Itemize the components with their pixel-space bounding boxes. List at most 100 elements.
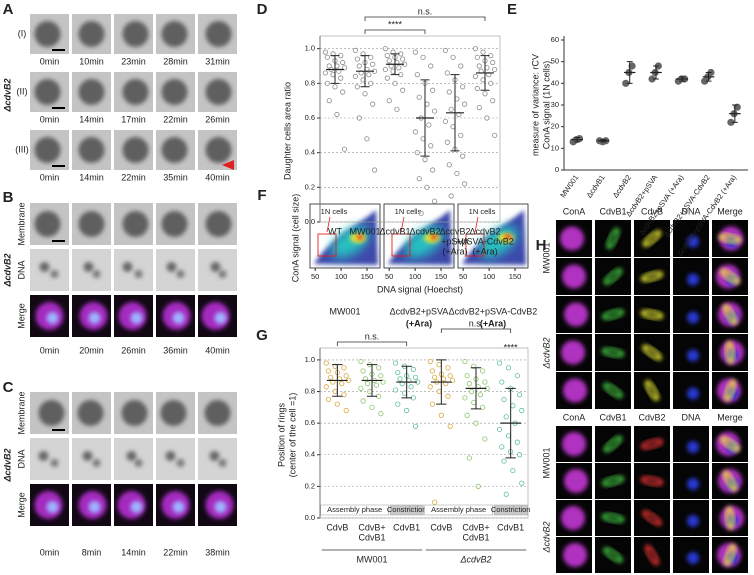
group-label: MW001 bbox=[541, 242, 551, 273]
panel-label: G bbox=[256, 327, 268, 344]
data-point bbox=[482, 91, 488, 97]
image-tile bbox=[198, 249, 237, 291]
ring bbox=[720, 436, 740, 452]
image-tile bbox=[156, 14, 195, 54]
image-tile bbox=[634, 258, 670, 295]
time-label: 10min bbox=[79, 56, 104, 66]
y-tick-label: 0.8 bbox=[305, 387, 315, 396]
data-point bbox=[382, 66, 388, 73]
dna-spot bbox=[214, 501, 227, 513]
ring bbox=[603, 268, 623, 285]
data-point bbox=[373, 382, 380, 388]
error-bar bbox=[360, 55, 370, 88]
data-point bbox=[475, 483, 481, 489]
data-point bbox=[334, 111, 340, 118]
bracket bbox=[336, 341, 408, 346]
x-tick-label: ΔcdvB2 bbox=[469, 226, 500, 236]
x-tick-label: (+Ara) bbox=[442, 246, 467, 256]
panel-label: H bbox=[536, 237, 547, 254]
error-bar bbox=[731, 104, 738, 123]
image-tile bbox=[198, 484, 237, 526]
significance: **** bbox=[388, 19, 403, 29]
x-tick-label: 150 bbox=[509, 272, 522, 281]
time-label: 28min bbox=[163, 56, 188, 66]
data-point bbox=[412, 423, 419, 429]
image-tile bbox=[634, 463, 670, 499]
ring bbox=[724, 544, 736, 566]
tile-bg bbox=[634, 463, 670, 499]
time-label: 31min bbox=[205, 56, 230, 66]
time-label: 40min bbox=[205, 172, 230, 182]
data-point bbox=[446, 89, 452, 95]
data-point bbox=[499, 444, 505, 450]
tile-bg bbox=[595, 258, 631, 295]
data-point bbox=[401, 390, 408, 396]
dna bbox=[687, 311, 699, 324]
dna-spot bbox=[218, 459, 227, 467]
dna bbox=[687, 349, 699, 362]
ring bbox=[722, 470, 738, 492]
ring bbox=[642, 344, 662, 361]
image-tile bbox=[156, 130, 195, 170]
error-bar bbox=[390, 53, 400, 76]
data-point bbox=[428, 143, 434, 149]
image-tile bbox=[673, 258, 709, 295]
data-point bbox=[503, 414, 509, 420]
time-label: 22min bbox=[163, 547, 188, 557]
tile-bg bbox=[595, 500, 631, 536]
phase-box bbox=[320, 504, 389, 516]
image-tile bbox=[114, 438, 153, 480]
data-point bbox=[386, 58, 392, 64]
y-tick-label: 0.8 bbox=[305, 78, 315, 87]
image-tile bbox=[595, 426, 631, 462]
data-point bbox=[384, 75, 390, 81]
channel-header: CdvB2 bbox=[638, 412, 665, 422]
image-tile bbox=[72, 392, 111, 434]
dna bbox=[687, 387, 699, 400]
error-bar bbox=[653, 65, 659, 80]
arrowhead bbox=[222, 160, 234, 170]
cell bbox=[563, 543, 587, 567]
data-point bbox=[323, 360, 329, 366]
data-point bbox=[418, 210, 424, 216]
ring bbox=[720, 268, 740, 285]
data-point bbox=[352, 47, 358, 54]
x-tick-label: 100 bbox=[335, 272, 348, 281]
time-label: 8min bbox=[82, 547, 102, 557]
data-point bbox=[431, 198, 438, 204]
data-point bbox=[396, 65, 402, 71]
y-tick-label: 20 bbox=[551, 122, 559, 131]
cell bbox=[78, 137, 105, 163]
cell bbox=[563, 378, 587, 403]
data-point bbox=[370, 101, 376, 107]
gate-arrow bbox=[474, 216, 479, 233]
data-point bbox=[472, 46, 478, 52]
image-tile bbox=[712, 500, 748, 536]
image-tile bbox=[712, 372, 748, 409]
plot-name: ΔcdvB2+pSVA bbox=[390, 306, 449, 316]
cell bbox=[562, 264, 586, 289]
plot-note: (+Ara) bbox=[406, 318, 432, 328]
image-tile bbox=[634, 220, 670, 257]
image-tile bbox=[595, 220, 631, 257]
data-point bbox=[482, 379, 488, 385]
data-point bbox=[432, 374, 438, 380]
x-tick-label: CdvB+ bbox=[462, 522, 489, 532]
data-point bbox=[427, 358, 433, 365]
image-tile bbox=[634, 296, 670, 333]
data-point bbox=[424, 184, 430, 190]
x-tick-label: ΔcdvB1 bbox=[379, 226, 410, 236]
data-point bbox=[356, 115, 362, 121]
y-axis-label: ConA signal (cell size) bbox=[290, 194, 300, 283]
image-tile bbox=[595, 500, 631, 536]
dna bbox=[687, 273, 699, 286]
dna-spot bbox=[88, 501, 101, 513]
cell bbox=[78, 211, 105, 237]
time-label: 26min bbox=[121, 345, 146, 355]
data-point bbox=[445, 393, 451, 399]
channel-header: ConA bbox=[563, 412, 586, 422]
cell bbox=[161, 211, 188, 237]
error-bar bbox=[705, 72, 712, 82]
data-point bbox=[324, 54, 330, 60]
y-axis-label: measure of variance: rCV bbox=[530, 54, 540, 156]
